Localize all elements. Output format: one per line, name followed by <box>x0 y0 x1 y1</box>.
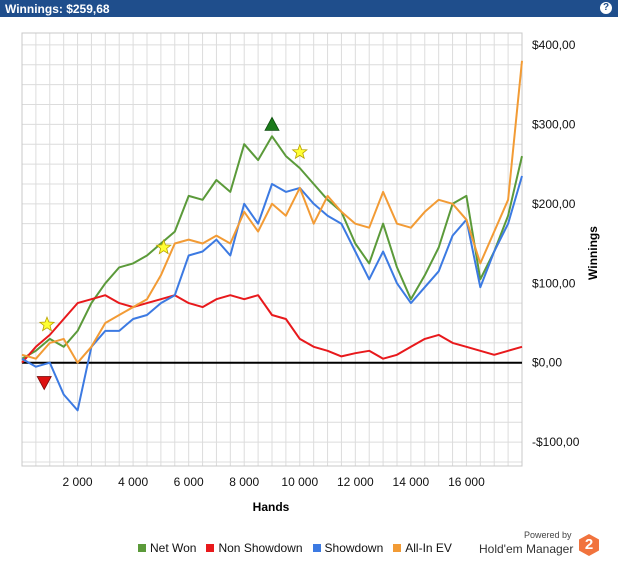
legend: Net Won Non Showdown Showdown All-In EV <box>138 541 462 555</box>
y-tick-label: -$100,00 <box>532 435 580 449</box>
min-winnings-marker <box>36 376 52 391</box>
y-tick-label: $0,00 <box>532 356 562 370</box>
x-tick-label: 12 000 <box>337 475 374 489</box>
legend-item[interactable]: Net Won <box>138 541 196 555</box>
legend-item[interactable]: Non Showdown <box>206 541 303 555</box>
winnings-title: Winnings: $259,68 <box>5 2 110 16</box>
legend-label: Net Won <box>150 541 197 555</box>
legend-label: Non Showdown <box>218 541 303 555</box>
y-tick-label: $200,00 <box>532 197 576 211</box>
x-axis-label: Hands <box>253 500 290 514</box>
x-tick-label: 10 000 <box>281 475 318 489</box>
legend-item[interactable]: All-In EV <box>393 541 452 555</box>
y-tick-label: $100,00 <box>532 276 576 290</box>
x-tick-label: 6 000 <box>174 475 204 489</box>
x-tick-label: 8 000 <box>229 475 259 489</box>
legend-label: Showdown <box>324 541 384 555</box>
max-winnings-marker <box>264 116 280 131</box>
x-tick-label: 16 000 <box>448 475 485 489</box>
y-axis: -$100,00 $0,00 $100,00 $200,00 $300,00 $400,0… <box>532 38 580 449</box>
legend-swatch <box>393 544 402 552</box>
series-line-all-in-ev <box>21 60 523 364</box>
markers <box>36 116 308 391</box>
legend-swatch <box>206 544 215 552</box>
star-marker <box>155 238 172 255</box>
series-lines <box>21 60 523 412</box>
y-axis-label: Winnings <box>586 226 600 280</box>
title-bar: Winnings: $259,68 ? <box>0 0 618 17</box>
legend-label: All-In EV <box>405 541 452 555</box>
winnings-chart: 2 000 4 000 6 000 8 000 10 000 12 000 14 000 16… <box>21 32 600 514</box>
legend-swatch <box>312 544 321 552</box>
series-line-non-showdown <box>21 294 523 364</box>
x-tick-label: 4 000 <box>118 475 148 489</box>
plot-border <box>21 32 523 467</box>
hem2-logo-icon: 2 <box>579 534 599 556</box>
legend-swatch <box>138 544 146 552</box>
star-marker <box>291 143 308 160</box>
y-tick-label: $300,00 <box>532 117 576 131</box>
legend-item[interactable]: Showdown <box>312 541 384 555</box>
star-marker <box>38 315 56 332</box>
y-tick-label: $400,00 <box>532 38 576 52</box>
series-line-net-won <box>21 135 523 360</box>
x-tick-label: 14 000 <box>393 475 430 489</box>
branding: Powered by Hold'em Manager 2 <box>476 529 606 557</box>
series-line-showdown <box>21 175 523 412</box>
grid <box>21 32 523 467</box>
powered-by-text: Powered by <box>524 530 572 540</box>
x-tick-label: 2 000 <box>63 475 93 489</box>
brand-name: Hold'em Manager <box>479 542 574 556</box>
x-axis: 2 000 4 000 6 000 8 000 10 000 12 000 14 000 16… <box>63 475 486 489</box>
help-icon[interactable]: ? <box>600 2 612 14</box>
